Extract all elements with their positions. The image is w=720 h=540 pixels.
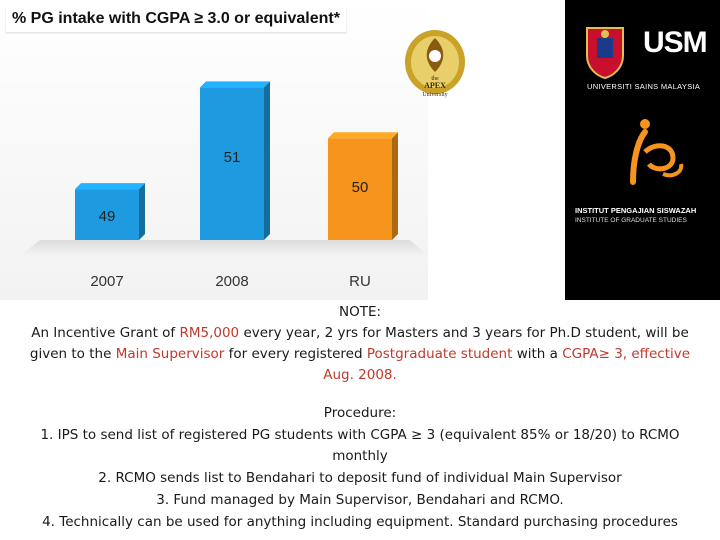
chart-panel: 49 2007 51 2008 50 RU % PG intake with CGPA ≥… <box>0 0 428 300</box>
category-label-2008: 2008 <box>215 273 248 290</box>
ips-name-line2: INSTITUTE OF GRADUATE STUDIES <box>575 217 687 224</box>
note-l2-cgpa: CGPA≥ 3, effective <box>562 346 691 362</box>
bar-side-2007 <box>139 183 145 240</box>
note-heading: NOTE: <box>338 304 382 320</box>
procedure-heading: Procedure: <box>323 405 397 421</box>
bar-side-2008 <box>264 81 270 240</box>
note-l1-amount: RM5,000 <box>179 325 240 341</box>
bar-top-ru <box>328 132 398 139</box>
bar-2007 <box>75 189 139 240</box>
note-l1-c: every year, 2 yrs for Masters and 3 year… <box>239 325 689 341</box>
ips-name-line1: INSTITUT PENGAJIAN SISWAZAH <box>575 206 697 215</box>
procedure-step-1b: monthly <box>332 448 388 464</box>
usm-name: UNIVERSITI SAINS MALAYSIA <box>587 82 701 91</box>
note-l2-pg-student: Postgraduate student <box>366 346 513 362</box>
note-l1-a: An Incentive Grant of <box>31 325 180 341</box>
note-l2-e: with a <box>512 346 563 362</box>
bar-ru <box>328 138 392 240</box>
apex-line1: the <box>431 76 439 82</box>
procedure-step-2: 2. RCMO sends list to Bendahari to depos… <box>98 470 622 486</box>
bar-side-ru <box>392 132 398 240</box>
category-label-ru: RU <box>349 273 371 290</box>
procedure-step-1a: 1. IPS to send list of registered PG stu… <box>40 427 680 443</box>
apex-university-logo: the APEX University <box>405 30 465 98</box>
bar-top-2007 <box>75 183 145 190</box>
usm-crest-icon <box>586 27 624 80</box>
usm-wordmark: USM <box>643 26 708 59</box>
apex-line3: University <box>422 92 447 98</box>
note-line-2: given to the Main Supervisor for every r… <box>0 344 720 365</box>
chart-floor <box>20 240 428 256</box>
note-l2-a: given to the <box>29 346 116 362</box>
category-label-2007: 2007 <box>90 273 123 290</box>
note-line-1: An Incentive Grant of RM5,000 every year… <box>0 323 720 344</box>
bar-2008 <box>200 87 264 240</box>
value-label-2007: 49 <box>99 208 116 225</box>
note-l2-c: for every registered <box>224 346 367 362</box>
apex-line2: APEX <box>424 81 446 90</box>
ips-logo-icon: ips <box>630 119 684 185</box>
bar-top-2008 <box>200 81 270 88</box>
bar-chart: 49 2007 51 2008 50 RU <box>0 0 428 300</box>
procedure-step-4: 4. Technically can be used for anything … <box>42 514 678 530</box>
note-line-3: Aug. 2008. <box>323 367 397 383</box>
value-label-ru: 50 <box>352 179 369 196</box>
chart-title: % PG intake with CGPA ≥ 3.0 or equivalen… <box>6 6 346 32</box>
logo-panel: USM UNIVERSITI SAINS MALAYSIA ips INSTIT… <box>565 0 720 300</box>
procedure-step-3: 3. Fund managed by Main Supervisor, Bend… <box>156 492 564 508</box>
value-label-2008: 51 <box>224 149 241 166</box>
note-l2-main-supervisor: Main Supervisor <box>115 346 225 362</box>
